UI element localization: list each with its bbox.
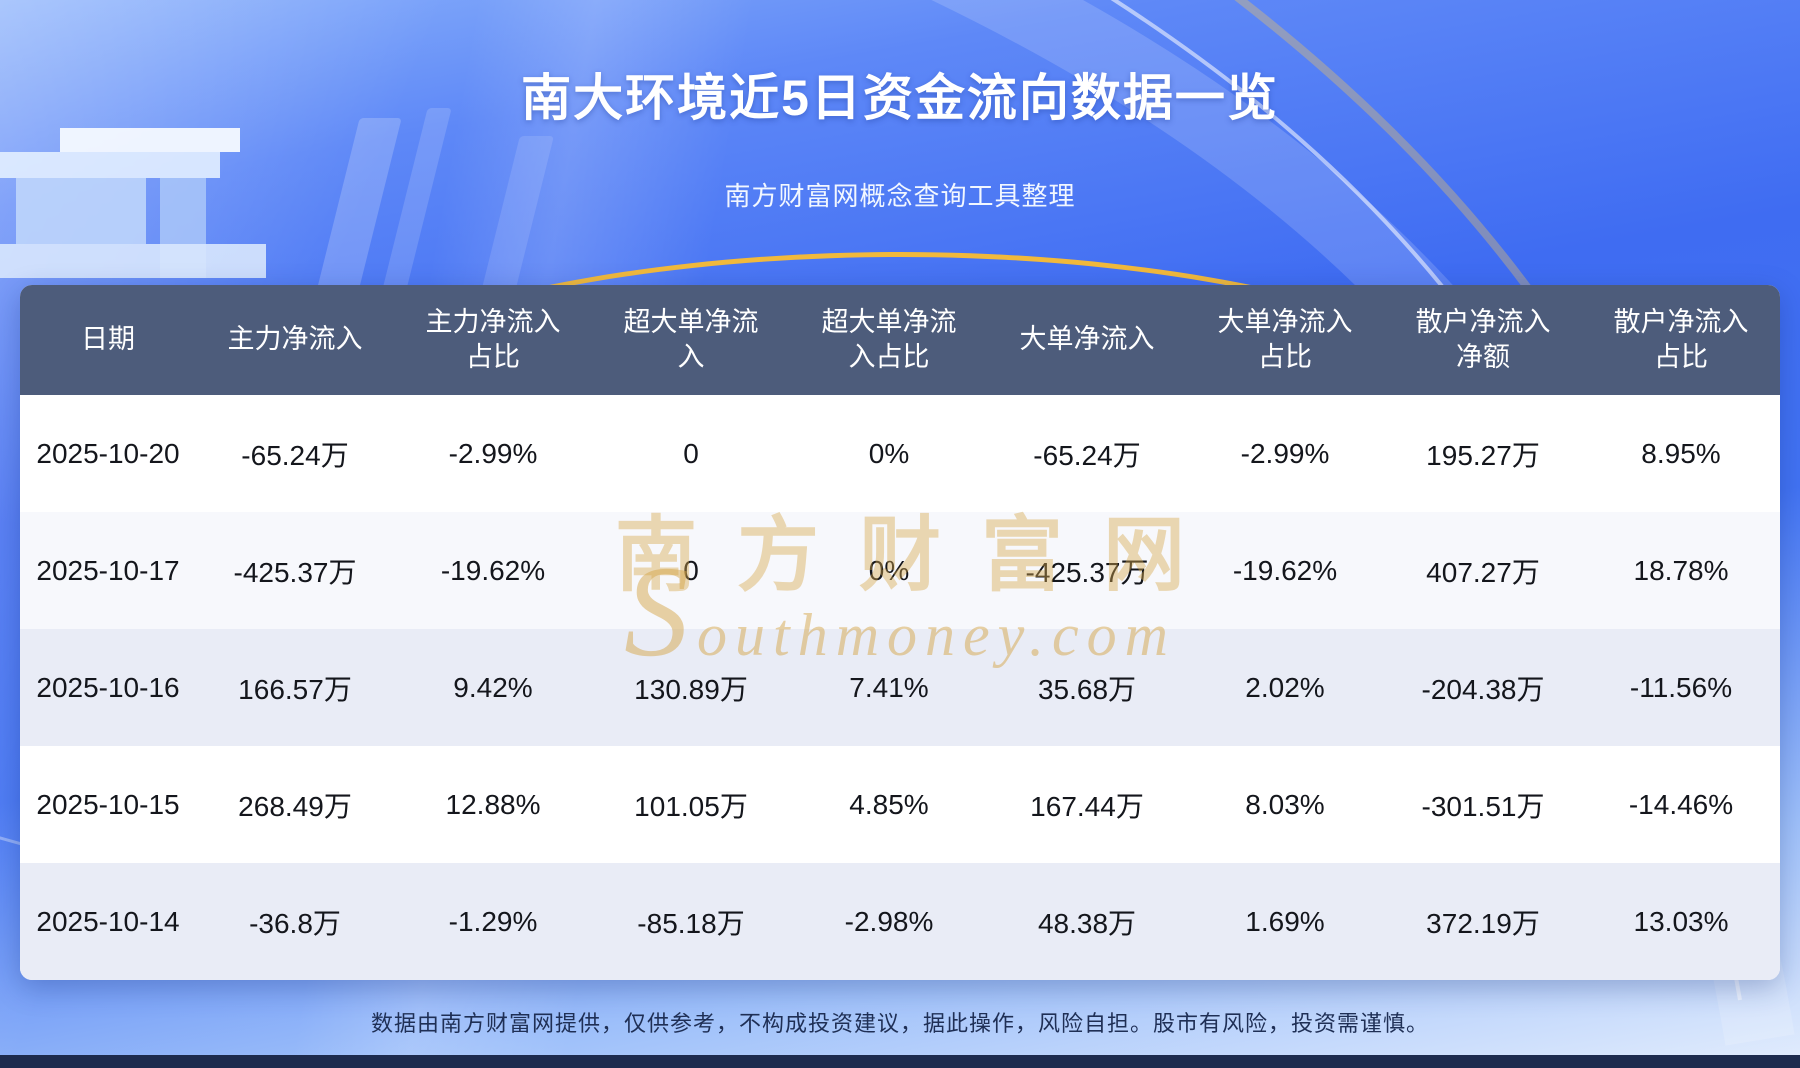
page-title: 南大环境近5日资金流向数据一览 [521,70,1279,126]
table-cell: -19.62% [1232,554,1338,586]
table-row: 2025-10-14 -36.8万 -1.29% -85.18万 -2.98% … [20,863,1780,980]
table-cell: 2025-10-15 [36,788,180,820]
table-cell: -425.37万 [233,556,357,588]
table-cell: -65.24万 [241,439,349,471]
table-cell: 130.89万 [634,673,748,705]
table-cell: 195.27万 [1426,439,1540,471]
table-row: 2025-10-15 268.49万 12.88% 101.05万 4.85% … [20,746,1780,863]
column-header: 主力净流入占比 [425,306,561,372]
data-table: 日期 主力净流入 主力净流入占比 超大单净流入 超大单净流入占比 大单净流入 大… [20,285,1780,980]
table-cell: 12.88% [445,788,541,820]
table-head: 日期 主力净流入 主力净流入占比 超大单净流入 超大单净流入占比 大单净流入 大… [20,285,1780,395]
table-row: 2025-10-20 -65.24万 -2.99% 0 0% -65.24万 -… [20,395,1780,512]
table-cell: 8.03% [1245,788,1325,820]
table-cell: -2.99% [1240,437,1330,469]
decor-shape [60,128,240,152]
table-cell: 0% [868,554,910,586]
table-cell: 1.69% [1245,905,1325,937]
table-cell: 2025-10-14 [36,905,180,937]
table-header-row: 日期 主力净流入 主力净流入占比 超大单净流入 超大单净流入占比 大单净流入 大… [20,285,1780,395]
table-cell: -425.37万 [1025,556,1149,588]
decor-shape [16,178,146,244]
decor-shape [0,152,220,178]
table-row: 2025-10-16 166.57万 9.42% 130.89万 7.41% 3… [20,629,1780,746]
table-cell: -1.29% [448,905,538,937]
column-header: 大单净流入 [1019,324,1155,355]
table-cell: 2025-10-16 [36,671,180,703]
table-cell: 7.41% [849,671,929,703]
table-cell: 166.57万 [238,673,352,705]
table-cell: 35.68万 [1037,673,1137,705]
table-body: 2025-10-20 -65.24万 -2.99% 0 0% -65.24万 -… [20,395,1780,980]
table-cell: 0 [683,554,699,586]
table-cell: -2.99% [448,437,538,469]
table-cell: 48.38万 [1037,907,1137,939]
table-cell: 101.05万 [634,790,748,822]
table-cell: -2.98% [844,905,934,937]
footer-bar [0,1055,1800,1068]
table-cell: 372.19万 [1426,907,1540,939]
table-cell: 0% [868,437,910,469]
table-cell: 0 [683,437,699,469]
table-cell: -301.51万 [1421,790,1545,822]
table-cell: 8.95% [1641,437,1721,469]
capital-flow-table: 日期 主力净流入 主力净流入占比 超大单净流入 超大单净流入占比 大单净流入 大… [20,285,1780,980]
table-cell: 4.85% [849,788,929,820]
table-cell: 9.42% [453,671,533,703]
table-cell: 18.78% [1633,554,1729,586]
table-cell: -11.56% [1629,671,1733,703]
table-row: 2025-10-17 -425.37万 -19.62% 0 0% -425.37… [20,512,1780,629]
disclaimer-text: 数据由南方财富网提供，仅供参考，不构成投资建议，据此操作，风险自担。股市有风险，… [370,1011,1429,1036]
column-header: 超大单净流入 [623,306,759,372]
column-header: 散户净流入占比 [1613,306,1749,372]
column-header: 超大单净流入占比 [821,306,957,372]
column-header-date: 日期 [81,324,135,355]
table-cell: -14.46% [1628,788,1734,820]
column-header: 大单净流入占比 [1217,306,1353,372]
column-header: 主力净流入 [227,324,363,355]
table-cell: -65.24万 [1033,439,1141,471]
table-cell: 2.02% [1245,671,1325,703]
table-cell: 407.27万 [1426,556,1540,588]
table-cell: -85.18万 [637,907,745,939]
column-header: 散户净流入净额 [1415,306,1551,372]
table-cell: 167.44万 [1030,790,1144,822]
table-cell: 268.49万 [238,790,352,822]
decor-shape [0,244,266,278]
table-cell: 13.03% [1633,905,1729,937]
page-subtitle: 南方财富网概念查询工具整理 [724,181,1076,211]
table-cell: 2025-10-20 [36,437,180,469]
table-cell: -19.62% [440,554,546,586]
table-cell: 2025-10-17 [36,554,180,586]
table-cell: -36.8万 [249,907,341,939]
table-cell: -204.38万 [1421,673,1545,705]
